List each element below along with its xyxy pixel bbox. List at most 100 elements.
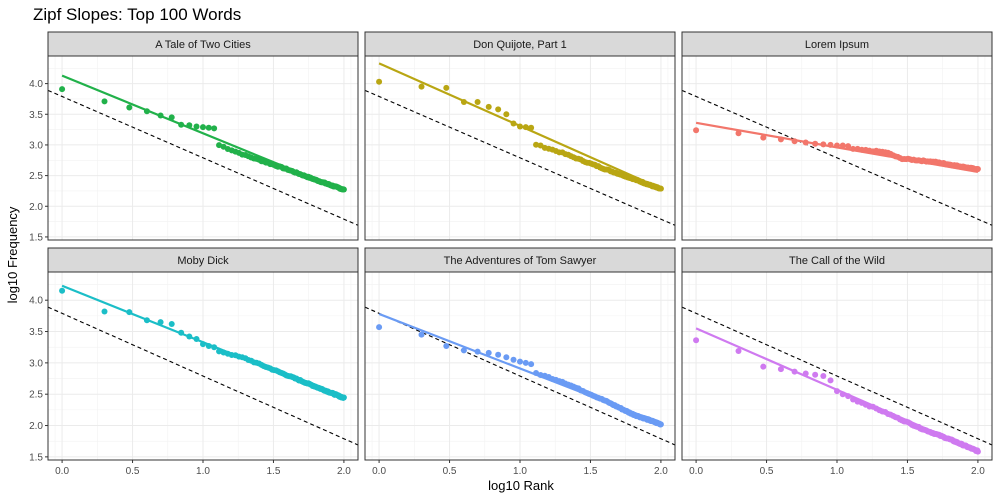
x-tick-label: 2.0 [971, 466, 985, 477]
x-tick-label: 0.5 [443, 466, 457, 477]
facet-strip [681, 31, 993, 57]
data-point [495, 351, 502, 358]
fit-line [378, 312, 662, 425]
facet-panel: Lorem Ipsum [681, 31, 993, 241]
data-point [528, 361, 535, 368]
y-tick-label: 2.0 [29, 202, 43, 213]
panel-plot-area [48, 284, 358, 446]
data-point [760, 363, 767, 370]
facet-strip-label: The Call of the Wild [789, 255, 885, 267]
data-point [812, 371, 819, 378]
x-tick-label: 2.0 [337, 466, 351, 477]
fit-line [61, 74, 345, 192]
data-point [693, 127, 700, 134]
reference-line [365, 306, 675, 446]
facet-strip-label: The Adventures of Tom Sawyer [444, 255, 597, 267]
facet-strip [364, 31, 676, 57]
fit-line [61, 284, 345, 400]
fit-line [695, 121, 979, 174]
reference-line [682, 306, 992, 446]
x-tick-label: 1.0 [830, 466, 844, 477]
panel-border [681, 55, 993, 241]
panel-plot-area [682, 89, 992, 226]
facet-panel: The Call of the Wild 0.0 0.5 1.0 1.5 2.0 [681, 247, 993, 477]
facet-panel: A Tale of Two Cities 1.5 2.0 2.5 3.0 3.5 4.0 [29, 31, 359, 243]
chart-title: Zipf Slopes: Top 100 Words [33, 5, 241, 24]
x-tick-label: 0.0 [372, 466, 386, 477]
data-point [495, 106, 502, 113]
y-tick-label: 4.0 [29, 79, 43, 90]
reference-line [365, 89, 675, 226]
x-tick-label: 0.5 [760, 466, 774, 477]
x-tick-label: 2.0 [654, 466, 668, 477]
fit-line [378, 62, 662, 190]
facet-strip-label: Moby Dick [177, 255, 229, 267]
data-point [974, 165, 981, 172]
facet-strip-label: Don Quijote, Part 1 [473, 39, 567, 51]
data-point [503, 111, 510, 118]
data-point [443, 84, 450, 91]
data-point [101, 308, 108, 315]
reference-line [48, 89, 358, 226]
panel-border [47, 55, 359, 241]
x-tick-label: 1.5 [901, 466, 915, 477]
data-point [533, 141, 540, 148]
panel-plot-area [48, 74, 358, 226]
data-point [418, 331, 425, 338]
panel-border [364, 55, 676, 241]
x-tick-label: 1.5 [267, 466, 281, 477]
data-point [216, 142, 223, 149]
data-point [820, 373, 827, 380]
x-tick-label: 1.0 [196, 466, 210, 477]
y-tick-label: 3.0 [29, 358, 43, 369]
data-point [517, 358, 523, 365]
y-tick-label: 2.0 [29, 421, 43, 432]
facet-panel: Moby Dick 1.5 2.0 2.5 3.0 3.5 4.0 0.0 0.5 1.0 1.5 2… [29, 247, 359, 477]
data-point [760, 134, 767, 141]
data-point [193, 123, 200, 130]
data-point [211, 125, 218, 132]
facet-strip [364, 247, 676, 273]
y-tick-label: 3.5 [29, 327, 43, 338]
data-point [827, 377, 834, 384]
x-axis-label: log10 Rank [488, 478, 554, 493]
data-point [510, 356, 517, 363]
data-point [59, 86, 66, 93]
data-point [735, 130, 742, 137]
facet-strip-label: A Tale of Two Cities [155, 39, 251, 51]
x-tick-label: 1.0 [513, 466, 527, 477]
x-tick-label: 0.0 [55, 466, 69, 477]
data-point [460, 347, 467, 354]
facet-strip [681, 247, 993, 273]
data-point [59, 287, 66, 294]
data-point [693, 337, 700, 344]
data-point [200, 124, 206, 131]
x-tick-label: 0.5 [126, 466, 140, 477]
data-point [777, 366, 784, 373]
data-point [443, 342, 450, 349]
data-point [376, 324, 383, 331]
y-tick-label: 3.5 [29, 110, 43, 121]
data-point [522, 359, 529, 366]
fit-line [695, 327, 979, 453]
facet-panel: Don Quijote, Part 1 [364, 31, 676, 241]
data-point [126, 104, 133, 111]
data-point [485, 349, 492, 356]
data-point [474, 99, 481, 105]
facet-panels: A Tale of Two Cities 1.5 2.0 2.5 3.0 3.5 4.0 Do… [29, 31, 993, 477]
data-point [845, 143, 852, 150]
data-point [418, 83, 425, 90]
facet-strip-label: Lorem Ipsum [805, 39, 869, 51]
panel-plot-area [365, 306, 675, 446]
y-tick-label: 1.5 [29, 232, 43, 243]
panel-plot-area [365, 62, 675, 226]
y-tick-label: 2.5 [29, 171, 43, 182]
data-point [101, 98, 108, 105]
reference-line [682, 89, 992, 226]
data-point [485, 103, 492, 110]
reference-line [48, 306, 358, 446]
y-axis-label: log10 Frequency [5, 206, 20, 303]
data-point [503, 354, 510, 361]
